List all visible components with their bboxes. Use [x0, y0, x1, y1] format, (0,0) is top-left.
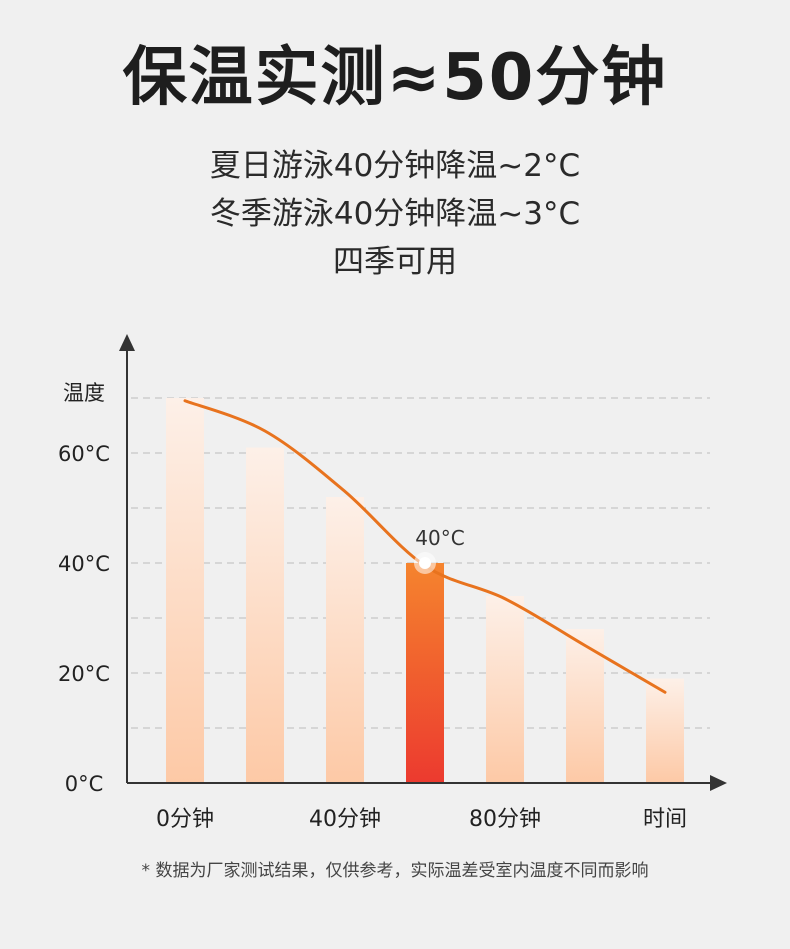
subtitle-summer: 夏日游泳40分钟降温~2°C	[209, 148, 581, 184]
x-tick-label: 40分钟	[309, 807, 381, 832]
highlight-marker	[419, 557, 431, 569]
bar	[326, 497, 364, 783]
y-tick-label: 40°C	[58, 552, 110, 576]
y-tick-label: 0°C	[65, 772, 104, 796]
highlight-value-label: 40°C	[415, 526, 464, 550]
footnote: * 数据为厂家测试结果，仅供参考，实际温差受室内温度不同而影响	[141, 861, 649, 881]
bar	[246, 447, 284, 783]
x-axis-arrow	[710, 775, 727, 791]
temperature-chart: 0°C 20°C 40°C 60°C 温度 0分钟 40分钟 80分钟 时间 40°C	[58, 334, 727, 832]
subtitle-winter: 冬季游泳40分钟降温~3°C	[209, 196, 581, 232]
x-tick-label: 0分钟	[156, 807, 214, 832]
y-axis-label: 温度	[63, 381, 105, 405]
y-axis-arrow	[119, 334, 135, 351]
x-tick-label: 80分钟	[469, 807, 541, 832]
bar	[166, 398, 204, 783]
y-tick-label: 60°C	[58, 442, 110, 466]
subtitle-all-seasons: 四季可用	[333, 244, 457, 280]
x-axis-label: 时间	[643, 807, 687, 832]
bar-highlight	[406, 563, 444, 783]
bar	[486, 596, 524, 783]
bar	[646, 678, 684, 783]
bar	[566, 629, 604, 783]
y-tick-label: 20°C	[58, 662, 110, 686]
page-title: 保温实测≈50分钟	[122, 41, 668, 115]
